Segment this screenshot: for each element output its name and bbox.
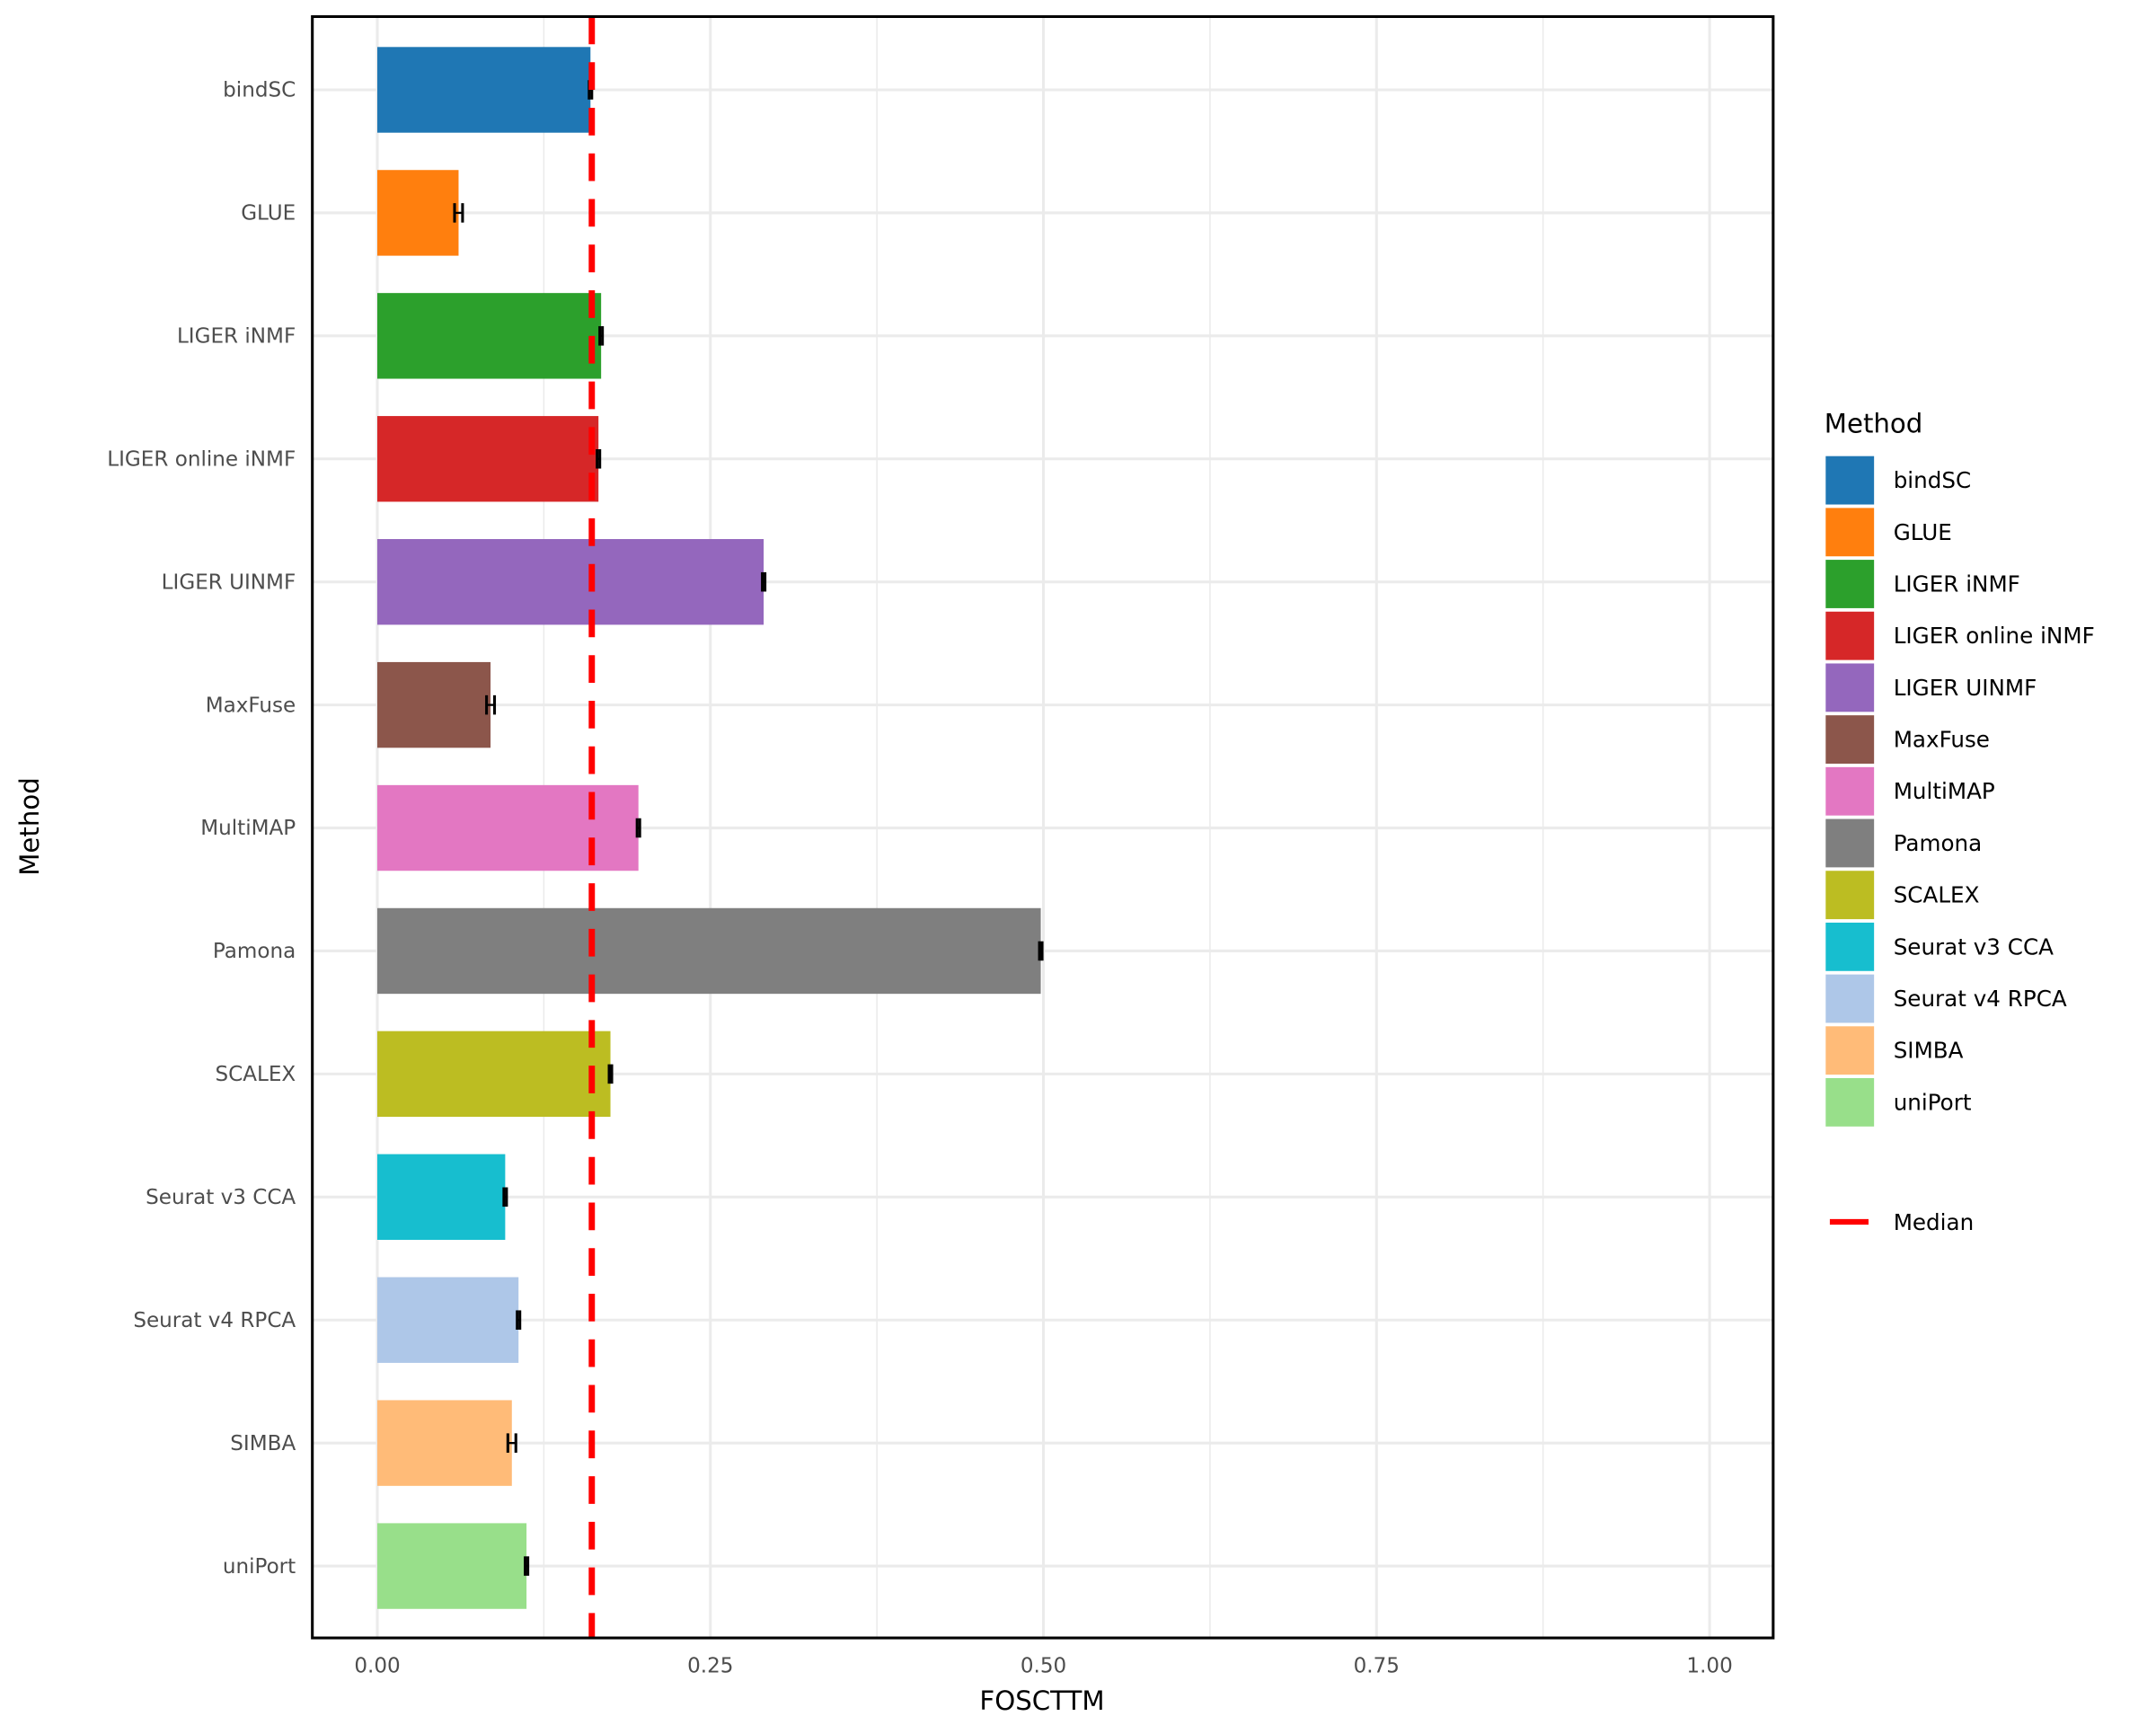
x-tick-label: 0.50 <box>1021 1655 1066 1678</box>
legend-key <box>1825 508 1875 557</box>
error-bar <box>598 326 605 346</box>
error-bar <box>506 1433 517 1453</box>
legend-key <box>1825 974 1875 1023</box>
y-tick-label: MultiMAP <box>200 817 296 840</box>
y-tick-label: bindSC <box>223 79 296 102</box>
legend-label: Seurat v4 RPCA <box>1894 986 2067 1012</box>
legend-label: SCALEX <box>1894 882 1980 908</box>
bar-seurat-v4-rpca <box>377 1277 519 1363</box>
y-axis-title: Method <box>14 777 45 876</box>
legend-label: SIMBA <box>1894 1038 1964 1064</box>
legend-label: GLUE <box>1894 519 1952 545</box>
bar-liger-uinmf <box>377 539 764 625</box>
legend-key <box>1825 560 1875 608</box>
bar-liger-inmf <box>377 293 602 379</box>
bar-scalex <box>377 1031 611 1118</box>
y-tick-label: Pamona <box>213 940 296 963</box>
legend-key <box>1825 1078 1875 1127</box>
y-tick-label: GLUE <box>241 202 296 226</box>
legend-label: bindSC <box>1894 467 1971 493</box>
y-tick-label: Seurat v3 CCA <box>146 1186 296 1209</box>
legend: Method bindSC GLUE LIGER iNMF LIGER online … <box>1825 409 2095 1236</box>
y-tick-label: LIGER UINMF <box>162 571 296 594</box>
y-tick-label: uniPort <box>223 1555 296 1579</box>
bar-uniport <box>377 1523 527 1609</box>
error-bar <box>453 203 464 223</box>
y-tick-label: Seurat v4 RPCA <box>133 1309 296 1332</box>
bar-bindsc <box>377 47 591 133</box>
legend-key <box>1825 1026 1875 1075</box>
legend-label: LIGER iNMF <box>1894 571 2020 597</box>
legend-label: Pamona <box>1894 830 1983 856</box>
legend-key <box>1825 663 1875 712</box>
legend-key <box>1825 818 1875 868</box>
x-tick-label: 0.75 <box>1354 1655 1400 1678</box>
legend-label: uniPort <box>1894 1089 1972 1115</box>
y-tick-label: SCALEX <box>215 1063 296 1086</box>
error-bar <box>761 571 767 592</box>
y-tick-label: LIGER online iNMF <box>107 447 296 471</box>
x-axis-title: FOSCTTM <box>979 1685 1104 1716</box>
y-tick-label: SIMBA <box>230 1432 296 1455</box>
bar-multimap <box>377 784 639 871</box>
x-tick-label: 0.00 <box>354 1655 400 1678</box>
y-tick-label: MaxFuse <box>206 694 296 717</box>
legend-label: MaxFuse <box>1894 727 1990 753</box>
error-bar <box>516 1310 522 1330</box>
legend-title: Method <box>1825 409 1923 439</box>
error-bar <box>607 1064 614 1084</box>
plot-panel-border <box>311 14 1775 1640</box>
x-tick-labels: 0.00 0.25 0.50 0.75 1.00 <box>354 1655 1732 1678</box>
x-tick-label: 1.00 <box>1686 1655 1732 1678</box>
legend-key <box>1825 715 1875 764</box>
error-bar <box>635 818 641 838</box>
bar-pamona <box>377 907 1041 995</box>
legend-key <box>1825 871 1875 920</box>
bar-maxfuse <box>377 661 491 748</box>
error-bar <box>524 1556 530 1576</box>
legend-median-label: Median <box>1894 1209 1975 1235</box>
legend-key <box>1825 456 1875 505</box>
legend-key <box>1825 611 1875 660</box>
error-bar <box>1038 941 1044 961</box>
legend-label: MultiMAP <box>1894 778 1995 804</box>
y-tick-labels: bindSC GLUE LIGER iNMF LIGER online iNMF LIG… <box>107 79 296 1579</box>
legend-label: Seurat v3 CCA <box>1894 933 2054 960</box>
error-bar <box>596 449 602 469</box>
x-tick-label: 0.25 <box>687 1655 733 1678</box>
bar-liger-online-inmf <box>377 416 599 502</box>
legend-key <box>1825 766 1875 816</box>
error-bar <box>502 1187 508 1208</box>
legend-key <box>1825 922 1875 971</box>
legend-label: LIGER UINMF <box>1894 675 2037 701</box>
error-bar <box>485 694 497 715</box>
bar-simba <box>377 1400 512 1486</box>
y-tick-label: LIGER iNMF <box>177 325 296 349</box>
bar-glue <box>377 170 459 256</box>
legend-label: LIGER online iNMF <box>1894 623 2095 649</box>
bar-seurat-v3-cca <box>377 1154 506 1240</box>
